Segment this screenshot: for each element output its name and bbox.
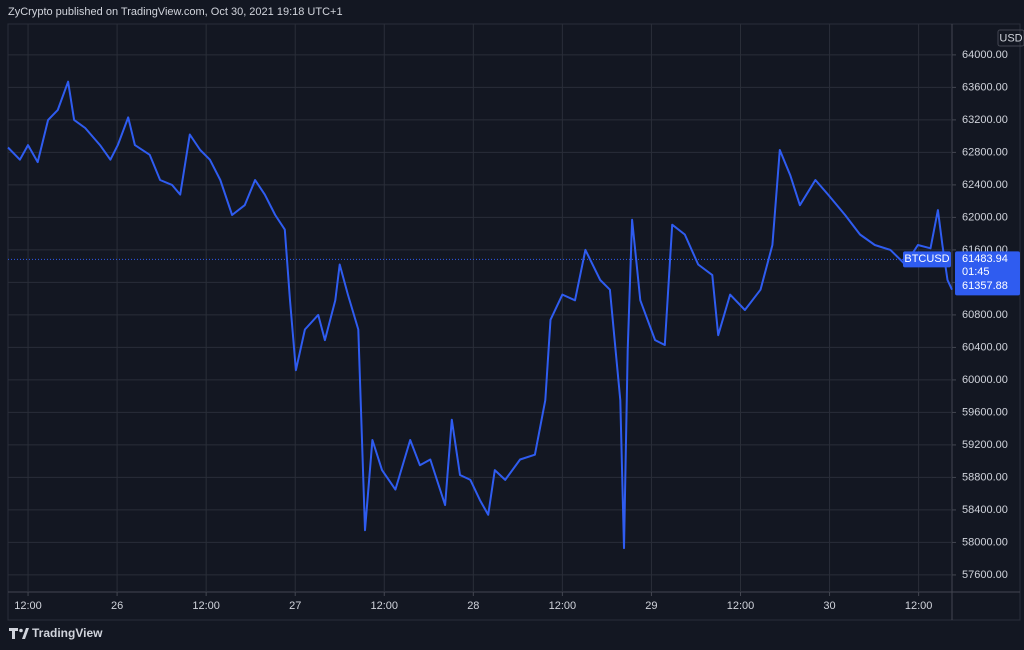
grid	[8, 24, 952, 592]
x-tick-label: 12:00	[727, 600, 755, 612]
y-tick-label: 62400.00	[962, 179, 1008, 191]
logo-dot	[19, 628, 23, 633]
y-tick-label: 58400.00	[962, 504, 1008, 516]
y-tick-label: 60400.00	[962, 341, 1008, 353]
y-tick-label: 64000.00	[962, 49, 1008, 61]
price-line	[7, 80, 953, 550]
plot	[7, 80, 953, 550]
x-tick-label: 29	[645, 600, 657, 612]
y-tick-label: 63200.00	[962, 114, 1008, 126]
y-tick-label: 57600.00	[962, 569, 1008, 581]
logo-mark	[9, 628, 18, 639]
logo-slash	[22, 628, 29, 639]
y-tick-label: 60000.00	[962, 374, 1008, 386]
y-tick-label: 60800.00	[962, 309, 1008, 321]
y-tick-label: 59200.00	[962, 439, 1008, 451]
y-tick-label: 62000.00	[962, 211, 1008, 223]
x-tick-label: 12:00	[370, 600, 398, 612]
chart-title: ZyCrypto published on TradingView.com, O…	[8, 6, 343, 18]
price-label-box	[955, 251, 1020, 296]
x-tick-label: 30	[823, 600, 835, 612]
symbol-tag	[903, 251, 951, 268]
currency-label: USD	[999, 32, 1022, 44]
brand-name: TradingView	[32, 626, 103, 640]
last-price-label: 61483.94	[962, 253, 1008, 265]
secondary-price-label: 61357.88	[962, 280, 1008, 292]
currency-box[interactable]	[997, 29, 1024, 47]
x-tick-label: 26	[111, 600, 123, 612]
x-tick-label: 12:00	[192, 600, 220, 612]
x-tick-label: 12:00	[905, 600, 933, 612]
x-tick-label: 12:00	[14, 600, 42, 612]
symbol-label: BTCUSD	[904, 253, 949, 265]
y-tick-label: 58000.00	[962, 536, 1008, 548]
countdown-label: 01:45	[962, 266, 990, 278]
y-tick-label: 58800.00	[962, 471, 1008, 483]
x-tick-label: 27	[289, 600, 301, 612]
x-tick-label: 12:00	[549, 600, 577, 612]
y-tick-label: 62800.00	[962, 146, 1008, 158]
y-tick-label: 63600.00	[962, 81, 1008, 93]
chart-frame	[7, 23, 1021, 621]
x-tick-label: 28	[467, 600, 479, 612]
brand-logo	[9, 628, 29, 639]
y-tick-label: 59600.00	[962, 406, 1008, 418]
